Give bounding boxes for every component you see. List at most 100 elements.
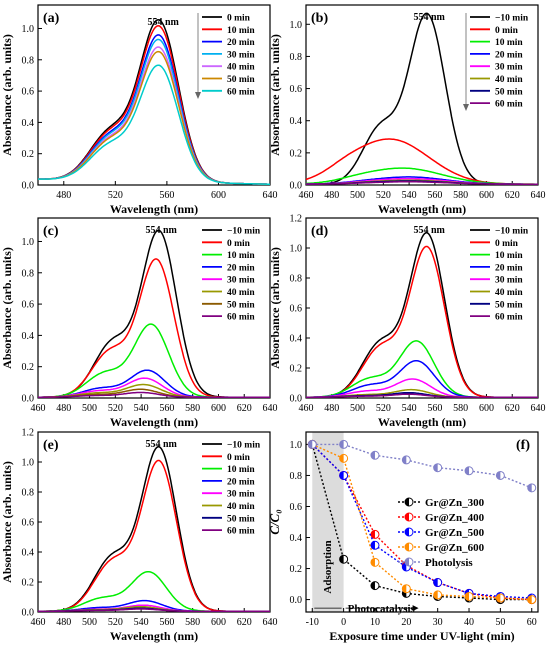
legend-label: Gr@Zn_300 [425, 497, 485, 509]
panel-e: 460 480 500 520 540 560 580 600 620 640 0.0 0.2 0.4 0… [0, 428, 278, 644]
series-line [306, 393, 538, 398]
legend-label: 30 min [227, 490, 255, 500]
series-line [38, 608, 270, 612]
peak-annotation: 554 nm [145, 439, 177, 450]
y-tick-label: 0.2 [290, 364, 303, 375]
legend-label: 60 min [227, 87, 255, 97]
legend-label: 40 min [227, 288, 255, 298]
legend-label: 30 min [227, 276, 255, 286]
peak-annotation: 554 nm [413, 12, 445, 23]
panel-f: -10 0 10 20 30 40 50 60 0.0 0.2 0.4 0.6 0.8 1.0 Exposu… [267, 431, 539, 643]
y-tick-label: 0.0 [290, 595, 303, 606]
y-tick-label: 0.8 [22, 268, 35, 279]
data-point-fill [527, 483, 532, 492]
x-tick-label: 520 [108, 617, 123, 628]
legend-label: 50 min [227, 514, 255, 524]
x-tick-label: 580 [185, 617, 200, 628]
y-tick-label: 0.0 [290, 394, 303, 405]
photocatalysis-arrow-head [412, 605, 419, 612]
x-tick-label: 30 [433, 617, 443, 628]
data-point-fill [402, 563, 407, 571]
y-tick-label: 1.0 [290, 244, 303, 255]
x-tick-label: 560 [159, 617, 174, 628]
x-tick-label: 600 [479, 403, 494, 414]
data-point-fill [527, 595, 532, 604]
x-tick-label: 560 [159, 403, 174, 414]
y-tick-label: 0.8 [22, 55, 35, 66]
series-line [311, 444, 532, 601]
x-tick-label: 500 [82, 403, 97, 414]
y-tick-label: 0.0 [22, 608, 35, 619]
panel-a: 480 520 560 600 640 0.0 0.2 0.4 0.6 0.8 1.0 Wavelen… [0, 4, 278, 216]
x-tick-label: 500 [82, 617, 97, 628]
legend-label: Gr@Zn_600 [425, 542, 485, 554]
y-tick-label: 0.6 [290, 502, 303, 513]
legend-label: 10 min [495, 251, 523, 261]
x-tick-label: 540 [402, 403, 417, 414]
peak-annotation: 554 nm [147, 17, 179, 28]
legend-label: 30 min [227, 50, 255, 60]
axes-frame [305, 4, 539, 186]
series-line [305, 181, 538, 185]
data-point-fill [402, 584, 407, 593]
panel-label: (e) [43, 438, 59, 453]
data-point-fill [370, 541, 375, 550]
data-point-fill [433, 578, 438, 587]
y-tick-label: 0.6 [290, 304, 303, 315]
y-tick-label: 0.8 [290, 274, 303, 285]
x-tick-label: 460 [31, 617, 46, 628]
series-line [38, 391, 270, 398]
y-axis-label: Absorbance (arb. units) [268, 247, 282, 369]
legend-label: 50 min [227, 300, 255, 310]
x-tick-label: 50 [495, 617, 505, 628]
x-axis-label: Wavelength (nm) [110, 202, 198, 216]
x-axis-label: Exposure time under UV-light (min) [329, 629, 514, 643]
shaded-region [312, 432, 344, 612]
adsorption-label: Adsorption [322, 540, 334, 593]
panel-d: 460 480 500 520 540 560 580 600 620 640 0.0 0.2 0.4 0… [268, 214, 546, 430]
x-tick-label: 540 [134, 617, 149, 628]
x-tick-label: 460 [31, 403, 46, 414]
legend-label: 10 min [227, 465, 255, 475]
y-tick-label: 1.0 [22, 24, 35, 35]
legend-label: 60 min [495, 313, 523, 323]
legend-label: 20 min [227, 263, 255, 273]
y-tick-label: 0.2 [290, 564, 303, 575]
x-tick-label: 560 [427, 403, 442, 414]
data-point-fill [496, 594, 501, 603]
legend-marker-fill [405, 528, 409, 536]
y-tick-label: 0.0 [290, 181, 303, 192]
y-tick-label: 0.4 [290, 334, 303, 345]
x-tick-label: 560 [427, 190, 442, 201]
legend-label: 50 min [495, 87, 523, 97]
legend-arrow-head [195, 92, 201, 99]
x-tick-label: 520 [108, 403, 123, 414]
x-tick-label: 460 [299, 190, 314, 201]
x-tick-label: 620 [237, 617, 252, 628]
legend-label: 20 min [227, 477, 255, 487]
y-tick-label: 1.0 [290, 440, 303, 451]
y-tick-label: 0.2 [22, 578, 35, 589]
legend-label: 40 min [227, 502, 255, 512]
legend-label: Gr@Zn_400 [425, 512, 485, 524]
data-point-fill [433, 590, 438, 599]
legend-label: 60 min [495, 100, 523, 110]
legend-label: 60 min [227, 313, 255, 323]
legend-label: 10 min [227, 251, 255, 261]
y-tick-label: 0.6 [22, 300, 35, 311]
legend-label: 30 min [495, 276, 523, 286]
legend-label: −10 min [227, 227, 261, 237]
x-tick-label: 640 [531, 190, 546, 201]
y-tick-label: 1.2 [22, 428, 35, 439]
y-tick-label: 0.0 [22, 181, 35, 192]
x-tick-label: 60 [527, 617, 537, 628]
data-point-fill [339, 555, 344, 564]
legend-label: −10 min [227, 441, 261, 451]
legend-label: 50 min [227, 75, 255, 85]
x-tick-label: 480 [56, 190, 71, 201]
x-tick-label: 600 [211, 403, 226, 414]
legend-label: 0 min [227, 453, 251, 463]
x-tick-label: 480 [324, 190, 339, 201]
x-tick-label: 0 [341, 617, 346, 628]
x-tick-label: 480 [56, 403, 71, 414]
